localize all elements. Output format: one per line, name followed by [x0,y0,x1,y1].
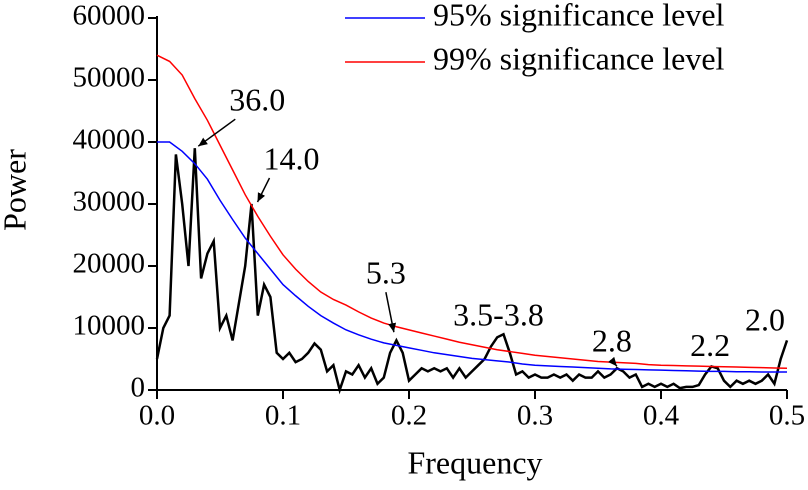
y-tick-label: 60000 [73,0,146,32]
annotation: 2.8 [592,323,632,359]
x-tick-label: 0.5 [769,400,805,432]
y-tick-label: 40000 [73,124,146,156]
x-tick-label: 0.2 [391,400,427,432]
series-line [155,148,789,395]
y-tick-label: 0 [131,372,146,404]
annotation: 3.5-3.8 [453,297,544,333]
x-tick-label: 0.1 [265,400,301,432]
y-tick-label: 30000 [73,186,146,218]
series-line [157,141,787,373]
y-tick-label: 20000 [73,248,146,280]
legend-label: 99% significance level [433,40,725,76]
x-axis-label: Frequency [407,444,542,480]
x-tick-label: 0.0 [139,400,175,432]
annotation-arrow [608,356,618,367]
annotation: 2.0 [745,302,785,338]
annotation-arrow [197,118,236,147]
annotation: 36.0 [229,82,285,118]
series-line [156,54,788,370]
annotation-arrow [385,292,397,333]
x-tick-label: 0.3 [517,400,553,432]
annotation: 5.3 [366,255,406,291]
y-tick-label: 50000 [73,62,146,94]
annotation: 14.0 [264,140,320,176]
legend-label: 95% significance level [433,0,725,32]
annotation-arrow [256,177,271,203]
x-tick-label: 0.4 [643,400,680,432]
y-axis-label: Power [0,149,32,231]
y-tick-label: 10000 [73,310,146,342]
annotation: 2.2 [690,327,730,363]
